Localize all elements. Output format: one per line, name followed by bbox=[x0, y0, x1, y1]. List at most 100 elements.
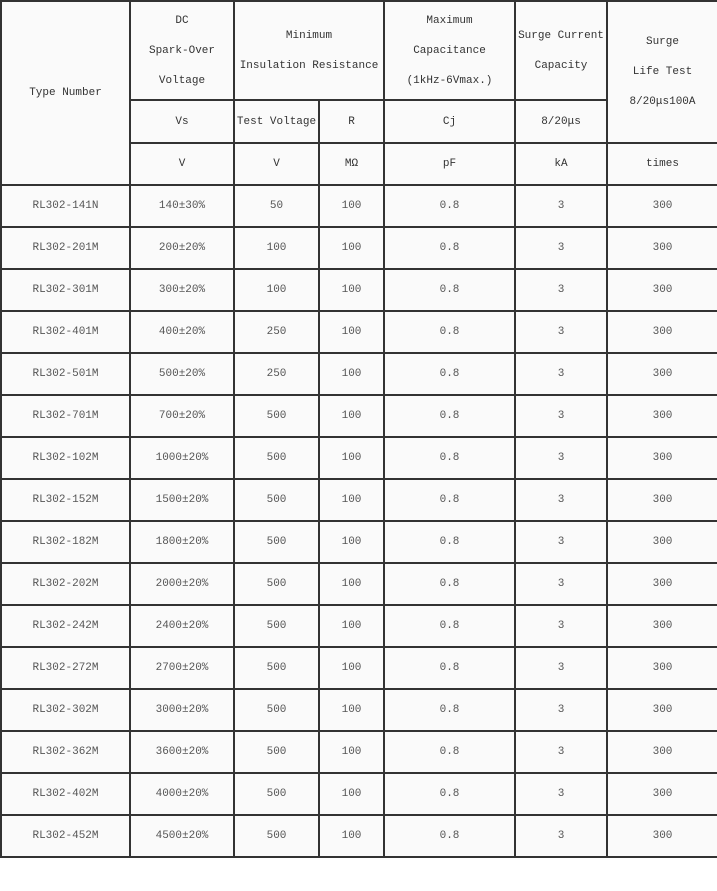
unit-vs: V bbox=[129, 142, 235, 186]
cell-surge-current: 3 bbox=[514, 520, 608, 564]
cell-type-number: RL302-242M bbox=[0, 604, 131, 648]
cell-surge-current: 3 bbox=[514, 184, 608, 228]
header-label: Type Number bbox=[29, 87, 102, 99]
cell-spark-over-voltage: 4000±20% bbox=[129, 772, 235, 816]
cell-surge-life: 300 bbox=[606, 436, 717, 480]
cell-capacitance: 0.8 bbox=[383, 646, 516, 690]
cell-spark-over-voltage: 3000±20% bbox=[129, 688, 235, 732]
cell-type-number: RL302-152M bbox=[0, 478, 131, 522]
cell-insulation-resistance: 100 bbox=[318, 352, 385, 396]
cell-surge-current: 3 bbox=[514, 730, 608, 774]
cell-capacitance: 0.8 bbox=[383, 688, 516, 732]
header-line: (1kHz-6Vmax.) bbox=[406, 74, 493, 87]
cell-test-voltage: 50 bbox=[233, 184, 320, 228]
table-row: RL302-152M 1500±20% 500 100 0.8 3 300 bbox=[0, 478, 717, 522]
cell-test-voltage: 500 bbox=[233, 730, 320, 774]
cell-surge-life: 300 bbox=[606, 604, 717, 648]
cell-insulation-resistance: 100 bbox=[318, 478, 385, 522]
cell-insulation-resistance: 100 bbox=[318, 562, 385, 606]
cell-spark-over-voltage: 3600±20% bbox=[129, 730, 235, 774]
header-line: Voltage bbox=[158, 74, 206, 87]
header-spark-over: DC Spark-Over Voltage bbox=[129, 0, 235, 101]
cell-test-voltage: 500 bbox=[233, 436, 320, 480]
header-type-number: Type Number bbox=[0, 0, 131, 186]
header-line: Maximum bbox=[426, 14, 473, 27]
cell-surge-current: 3 bbox=[514, 226, 608, 270]
cell-capacitance: 0.8 bbox=[383, 478, 516, 522]
table-row: RL302-201M 200±20% 100 100 0.8 3 300 bbox=[0, 226, 717, 270]
cell-capacitance: 0.8 bbox=[383, 562, 516, 606]
cell-insulation-resistance: 100 bbox=[318, 226, 385, 270]
cell-insulation-resistance: 100 bbox=[318, 814, 385, 858]
table-row: RL302-362M 3600±20% 500 100 0.8 3 300 bbox=[0, 730, 717, 774]
unit-row: V V MΩ pF kA times bbox=[1, 142, 717, 186]
unit-cj: pF bbox=[383, 142, 516, 186]
header-line: DC bbox=[175, 14, 189, 27]
cell-surge-current: 3 bbox=[514, 352, 608, 396]
cell-insulation-resistance: 100 bbox=[318, 646, 385, 690]
cell-surge-current: 3 bbox=[514, 478, 608, 522]
cell-capacitance: 0.8 bbox=[383, 730, 516, 774]
cell-spark-over-voltage: 4500±20% bbox=[129, 814, 235, 858]
table-row: RL302-272M 2700±20% 500 100 0.8 3 300 bbox=[0, 646, 717, 690]
cell-capacitance: 0.8 bbox=[383, 436, 516, 480]
cell-surge-life: 300 bbox=[606, 646, 717, 690]
cell-insulation-resistance: 100 bbox=[318, 310, 385, 354]
cell-spark-over-voltage: 1000±20% bbox=[129, 436, 235, 480]
cell-spark-over-voltage: 700±20% bbox=[129, 394, 235, 438]
cell-surge-life: 300 bbox=[606, 772, 717, 816]
table-row: RL302-401M 400±20% 250 100 0.8 3 300 bbox=[0, 310, 717, 354]
header-insulation: Minimum Insulation Resistance bbox=[233, 0, 385, 101]
cell-surge-current: 3 bbox=[514, 394, 608, 438]
cell-surge-current: 3 bbox=[514, 772, 608, 816]
cell-insulation-resistance: 100 bbox=[318, 520, 385, 564]
table-row: RL302-302M 3000±20% 500 100 0.8 3 300 bbox=[0, 688, 717, 732]
cell-spark-over-voltage: 2400±20% bbox=[129, 604, 235, 648]
cell-surge-life: 300 bbox=[606, 688, 717, 732]
cell-spark-over-voltage: 300±20% bbox=[129, 268, 235, 312]
header-line: Insulation Resistance bbox=[239, 59, 379, 72]
cell-test-voltage: 500 bbox=[233, 562, 320, 606]
header-row: Type Number DC Spark-Over Voltage Minimu… bbox=[0, 0, 717, 186]
header-surge-current: Surge Current Capacity bbox=[514, 0, 608, 101]
header-line: Life Test bbox=[632, 66, 693, 78]
symbol-cj: Cj bbox=[383, 99, 516, 144]
cell-type-number: RL302-302M bbox=[0, 688, 131, 732]
table-row: RL302-402M 4000±20% 500 100 0.8 3 300 bbox=[0, 772, 717, 816]
cell-type-number: RL302-141N bbox=[0, 184, 131, 228]
cell-insulation-resistance: 100 bbox=[318, 394, 385, 438]
cell-insulation-resistance: 100 bbox=[318, 436, 385, 480]
spec-table: Type Number DC Spark-Over Voltage Minimu… bbox=[0, 0, 717, 858]
cell-capacitance: 0.8 bbox=[383, 394, 516, 438]
cell-capacitance: 0.8 bbox=[383, 604, 516, 648]
cell-surge-life: 300 bbox=[606, 352, 717, 396]
header-line: Spark-Over bbox=[148, 44, 215, 57]
cell-type-number: RL302-362M bbox=[0, 730, 131, 774]
header-line: Surge Current bbox=[518, 29, 604, 42]
cell-type-number: RL302-182M bbox=[0, 520, 131, 564]
cell-surge-life: 300 bbox=[606, 268, 717, 312]
cell-surge-life: 300 bbox=[606, 520, 717, 564]
cell-surge-life: 300 bbox=[606, 814, 717, 858]
cell-spark-over-voltage: 2700±20% bbox=[129, 646, 235, 690]
cell-type-number: RL302-501M bbox=[0, 352, 131, 396]
symbol-vs: Vs bbox=[129, 99, 235, 144]
symbol-row: Vs Test Voltage R Cj 8/20μs bbox=[1, 99, 717, 144]
cell-type-number: RL302-202M bbox=[0, 562, 131, 606]
cell-surge-current: 3 bbox=[514, 814, 608, 858]
cell-test-voltage: 500 bbox=[233, 604, 320, 648]
unit-surge: kA bbox=[514, 142, 608, 186]
cell-type-number: RL302-201M bbox=[0, 226, 131, 270]
table-row: RL302-242M 2400±20% 500 100 0.8 3 300 bbox=[0, 604, 717, 648]
cell-surge-life: 300 bbox=[606, 310, 717, 354]
table-row: RL302-141N 140±30% 50 100 0.8 3 300 bbox=[0, 184, 717, 228]
cell-type-number: RL302-701M bbox=[0, 394, 131, 438]
unit-life: times bbox=[606, 142, 717, 186]
cell-capacitance: 0.8 bbox=[383, 352, 516, 396]
cell-surge-current: 3 bbox=[514, 562, 608, 606]
cell-type-number: RL302-402M bbox=[0, 772, 131, 816]
unit-test-voltage: V bbox=[233, 142, 320, 186]
cell-insulation-resistance: 100 bbox=[318, 688, 385, 732]
header-line: Minimum bbox=[285, 29, 333, 42]
symbol-r: R bbox=[318, 99, 385, 144]
